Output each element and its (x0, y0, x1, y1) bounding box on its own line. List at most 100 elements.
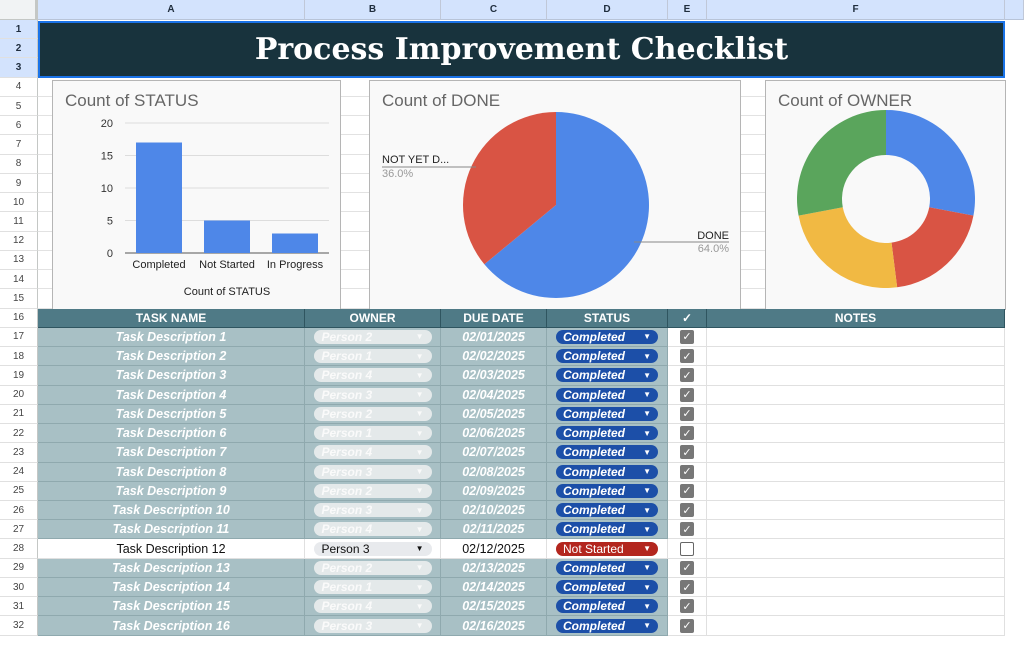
due-date-cell[interactable]: 02/16/2025 (441, 616, 547, 636)
due-date-cell[interactable]: 02/12/2025 (441, 539, 547, 559)
row-header-1[interactable]: 1 (0, 20, 38, 40)
column-header-F[interactable]: F (707, 0, 1005, 20)
column-header-extra[interactable] (1005, 0, 1024, 20)
row-header-23[interactable]: 23 (0, 443, 38, 463)
owner-cell[interactable]: Person 3 ▼ (305, 616, 441, 636)
task-name-cell[interactable]: Task Description 7 (38, 443, 305, 463)
task-name-cell[interactable]: Task Description 2 (38, 347, 305, 367)
owner-donut-chart[interactable]: Count of OWNER (765, 80, 1006, 310)
done-cell[interactable]: ✓ (668, 385, 707, 405)
status-dropdown[interactable]: Completed ▼ (556, 387, 658, 402)
task-name-cell[interactable]: Task Description 15 (38, 597, 305, 617)
notes-cell[interactable] (707, 501, 1005, 521)
owner-dropdown[interactable]: Person 4 ▼ (313, 445, 432, 460)
done-cell[interactable]: ✓ (668, 577, 707, 598)
checked-checkbox[interactable]: ✓ (680, 560, 694, 575)
row-header-28[interactable]: 28 (0, 539, 38, 559)
task-name-cell[interactable]: Task Description 14 (38, 577, 305, 598)
row-header-25[interactable]: 25 (0, 481, 38, 501)
owner-dropdown[interactable]: Person 3 ▼ (313, 618, 432, 633)
notes-cell[interactable] (707, 481, 1005, 501)
notes-cell[interactable] (707, 366, 1005, 386)
status-cell[interactable]: Completed ▼ (547, 481, 668, 501)
done-cell[interactable]: ✓ (668, 327, 707, 348)
unchecked-checkbox[interactable] (680, 541, 694, 556)
row-header-10[interactable]: 10 (0, 193, 38, 213)
done-cell[interactable] (668, 539, 707, 559)
status-dropdown[interactable]: Completed ▼ (556, 483, 658, 498)
row-header-24[interactable]: 24 (0, 462, 38, 482)
status-dropdown[interactable]: Completed ▼ (556, 503, 658, 518)
status-cell[interactable]: Completed ▼ (547, 404, 668, 425)
status-bar-chart[interactable]: Count of STATUS 0 5 10 15 20 Completed Not Sta… (52, 80, 341, 310)
column-header-D[interactable]: D (547, 0, 668, 20)
checked-checkbox[interactable]: ✓ (680, 503, 694, 518)
status-cell[interactable]: Not Started ▼ (547, 539, 668, 559)
row-header-12[interactable]: 12 (0, 231, 38, 251)
table-header[interactable]: ✓ (668, 308, 707, 328)
status-dropdown[interactable]: Completed ▼ (556, 445, 658, 460)
row-header-18[interactable]: 18 (0, 347, 38, 367)
status-cell[interactable]: Completed ▼ (547, 520, 668, 540)
task-name-cell[interactable]: Task Description 8 (38, 462, 305, 482)
owner-cell[interactable]: Person 3 ▼ (305, 385, 441, 405)
table-header[interactable]: NOTES (707, 308, 1005, 328)
row-header-17[interactable]: 17 (0, 327, 38, 348)
checked-checkbox[interactable]: ✓ (680, 580, 694, 595)
due-date-cell[interactable]: 02/04/2025 (441, 385, 547, 405)
row-header-30[interactable]: 30 (0, 577, 38, 598)
row-header-15[interactable]: 15 (0, 289, 38, 309)
notes-cell[interactable] (707, 577, 1005, 598)
status-dropdown[interactable]: Completed ▼ (556, 329, 658, 344)
owner-dropdown[interactable]: Person 2 ▼ (313, 483, 432, 498)
due-date-cell[interactable]: 02/06/2025 (441, 424, 547, 444)
checked-checkbox[interactable]: ✓ (680, 349, 694, 364)
checked-checkbox[interactable]: ✓ (680, 445, 694, 460)
done-cell[interactable]: ✓ (668, 481, 707, 501)
due-date-cell[interactable]: 02/07/2025 (441, 443, 547, 463)
owner-cell[interactable]: Person 3 ▼ (305, 462, 441, 482)
checked-checkbox[interactable]: ✓ (680, 426, 694, 441)
checked-checkbox[interactable]: ✓ (680, 406, 694, 421)
row-header-31[interactable]: 31 (0, 597, 38, 617)
row-header-20[interactable]: 20 (0, 385, 38, 405)
owner-cell[interactable]: Person 2 ▼ (305, 481, 441, 501)
notes-cell[interactable] (707, 347, 1005, 367)
notes-cell[interactable] (707, 443, 1005, 463)
row-header-2[interactable]: 2 (0, 39, 38, 59)
task-name-cell[interactable]: Task Description 1 (38, 327, 305, 348)
done-cell[interactable]: ✓ (668, 424, 707, 444)
status-dropdown[interactable]: Completed ▼ (556, 599, 658, 614)
row-header-13[interactable]: 13 (0, 250, 38, 271)
task-name-cell[interactable]: Task Description 4 (38, 385, 305, 405)
status-dropdown[interactable]: Completed ▼ (556, 580, 658, 595)
checked-checkbox[interactable]: ✓ (680, 599, 694, 614)
row-header-19[interactable]: 19 (0, 366, 38, 386)
status-dropdown[interactable]: Completed ▼ (556, 426, 658, 441)
owner-dropdown[interactable]: Person 3 ▼ (313, 387, 432, 402)
task-name-cell[interactable]: Task Description 3 (38, 366, 305, 386)
done-cell[interactable]: ✓ (668, 501, 707, 521)
status-cell[interactable]: Completed ▼ (547, 347, 668, 367)
due-date-cell[interactable]: 02/14/2025 (441, 577, 547, 598)
owner-dropdown[interactable]: Person 1 ▼ (313, 580, 432, 595)
notes-cell[interactable] (707, 597, 1005, 617)
row-header-8[interactable]: 8 (0, 154, 38, 174)
done-cell[interactable]: ✓ (668, 462, 707, 482)
owner-dropdown[interactable]: Person 3 ▼ (313, 541, 432, 556)
notes-cell[interactable] (707, 424, 1005, 444)
status-cell[interactable]: Completed ▼ (547, 443, 668, 463)
table-header[interactable]: OWNER (305, 308, 441, 328)
status-cell[interactable]: Completed ▼ (547, 424, 668, 444)
owner-cell[interactable]: Person 3 ▼ (305, 501, 441, 521)
row-header-5[interactable]: 5 (0, 96, 38, 117)
owner-dropdown[interactable]: Person 4 ▼ (313, 368, 432, 383)
notes-cell[interactable] (707, 616, 1005, 636)
status-cell[interactable]: Completed ▼ (547, 462, 668, 482)
owner-cell[interactable]: Person 1 ▼ (305, 577, 441, 598)
table-header[interactable]: TASK NAME (38, 308, 305, 328)
due-date-cell[interactable]: 02/09/2025 (441, 481, 547, 501)
select-all-corner[interactable] (0, 0, 38, 20)
checked-checkbox[interactable]: ✓ (680, 387, 694, 402)
owner-cell[interactable]: Person 4 ▼ (305, 443, 441, 463)
